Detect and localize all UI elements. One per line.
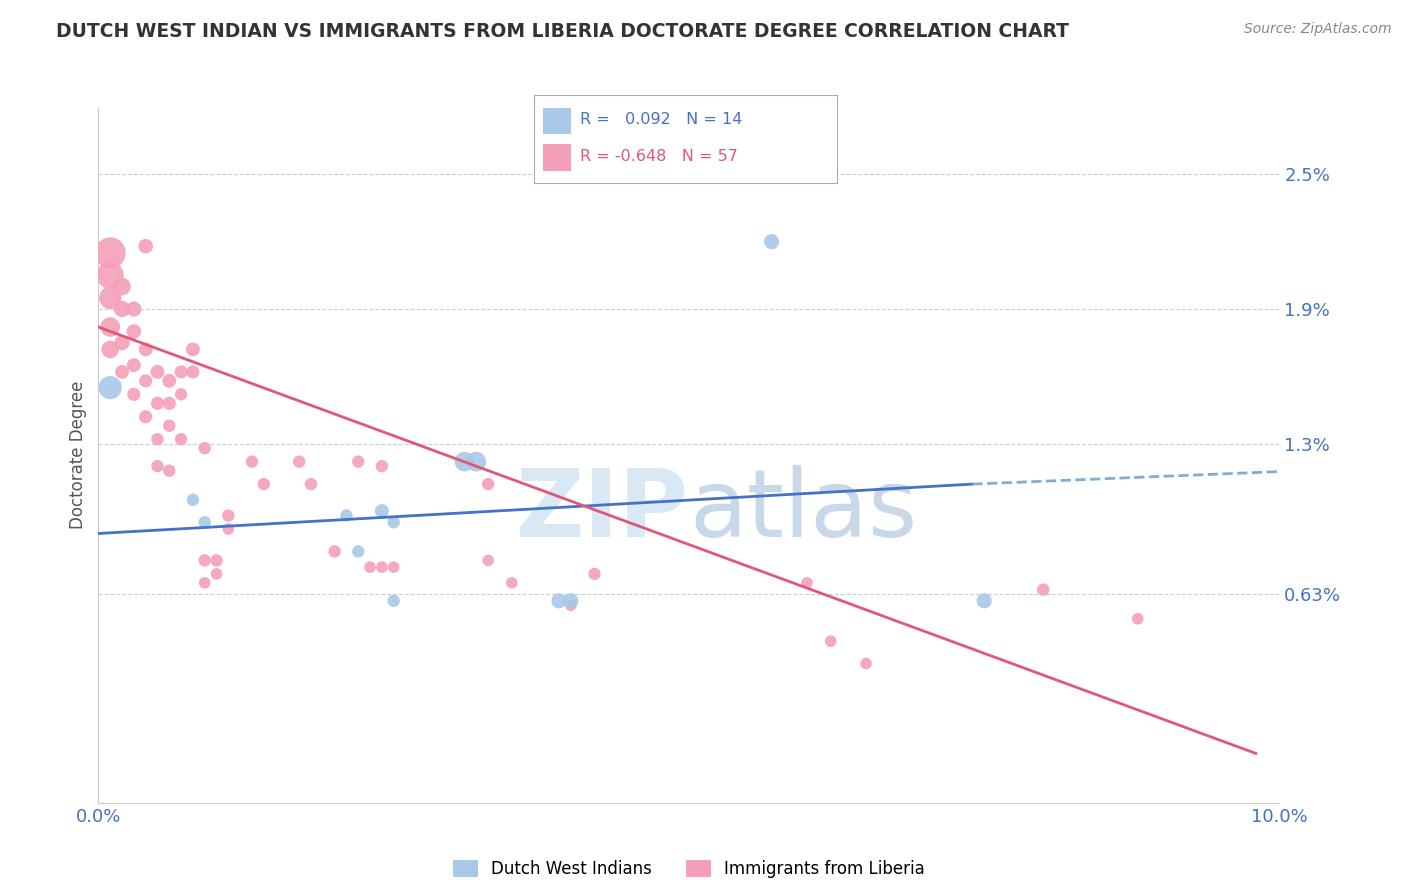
Point	[146, 396, 169, 410]
Point	[170, 387, 193, 401]
Point	[98, 320, 121, 334]
Point	[194, 515, 217, 529]
Y-axis label: Doctorate Degree: Doctorate Degree	[69, 381, 87, 529]
Point	[855, 657, 877, 671]
Point	[194, 441, 217, 455]
Point	[359, 560, 381, 574]
Text: Source: ZipAtlas.com: Source: ZipAtlas.com	[1244, 22, 1392, 37]
Point	[347, 544, 370, 558]
Point	[157, 396, 180, 410]
Point	[973, 594, 995, 608]
Point	[288, 455, 311, 469]
Point	[170, 365, 193, 379]
Point	[382, 515, 405, 529]
Point	[583, 566, 606, 581]
Point	[122, 301, 145, 316]
Point	[205, 566, 228, 581]
Point	[761, 235, 783, 249]
Legend: Dutch West Indians, Immigrants from Liberia: Dutch West Indians, Immigrants from Libe…	[447, 854, 931, 885]
Point	[347, 455, 370, 469]
Bar	[543, 108, 571, 134]
Point	[371, 459, 394, 474]
Text: ZIP: ZIP	[516, 465, 689, 557]
Point	[548, 594, 571, 608]
Point	[217, 522, 239, 536]
Point	[157, 418, 180, 433]
Point	[135, 374, 157, 388]
Point	[135, 343, 157, 357]
Point	[122, 325, 145, 339]
Point	[382, 594, 405, 608]
Point	[111, 335, 134, 350]
Point	[453, 455, 475, 469]
Point	[205, 553, 228, 567]
Point	[135, 409, 157, 424]
Point	[157, 374, 180, 388]
Point	[146, 432, 169, 446]
Point	[98, 291, 121, 305]
Point	[560, 599, 582, 613]
Point	[194, 575, 217, 590]
Point	[181, 343, 204, 357]
Point	[111, 279, 134, 293]
Point	[122, 387, 145, 401]
Point	[194, 553, 217, 567]
Point	[796, 575, 818, 590]
Point	[217, 508, 239, 523]
Point	[477, 553, 499, 567]
Point	[382, 560, 405, 574]
Point	[111, 301, 134, 316]
Point	[135, 239, 157, 253]
Point	[146, 459, 169, 474]
Point	[465, 455, 488, 469]
Point	[181, 365, 204, 379]
Point	[1032, 582, 1054, 597]
Point	[371, 560, 394, 574]
Point	[335, 508, 357, 523]
Point	[323, 544, 346, 558]
Text: DUTCH WEST INDIAN VS IMMIGRANTS FROM LIBERIA DOCTORATE DEGREE CORRELATION CHART: DUTCH WEST INDIAN VS IMMIGRANTS FROM LIB…	[56, 22, 1069, 41]
Point	[371, 504, 394, 518]
Point	[98, 268, 121, 283]
Text: R = -0.648   N = 57: R = -0.648 N = 57	[579, 149, 738, 164]
Point	[560, 594, 582, 608]
Bar	[543, 145, 571, 170]
Point	[146, 365, 169, 379]
Point	[477, 477, 499, 491]
Point	[240, 455, 263, 469]
Point	[98, 343, 121, 357]
Point	[181, 492, 204, 507]
Point	[170, 432, 193, 446]
Point	[299, 477, 322, 491]
Point	[253, 477, 276, 491]
Point	[1126, 612, 1149, 626]
Point	[98, 246, 121, 260]
Point	[157, 464, 180, 478]
Text: R =   0.092   N = 14: R = 0.092 N = 14	[579, 112, 742, 128]
Point	[501, 575, 523, 590]
Text: atlas: atlas	[689, 465, 917, 557]
Point	[820, 634, 842, 648]
Point	[98, 381, 121, 395]
Point	[111, 365, 134, 379]
Point	[122, 358, 145, 372]
